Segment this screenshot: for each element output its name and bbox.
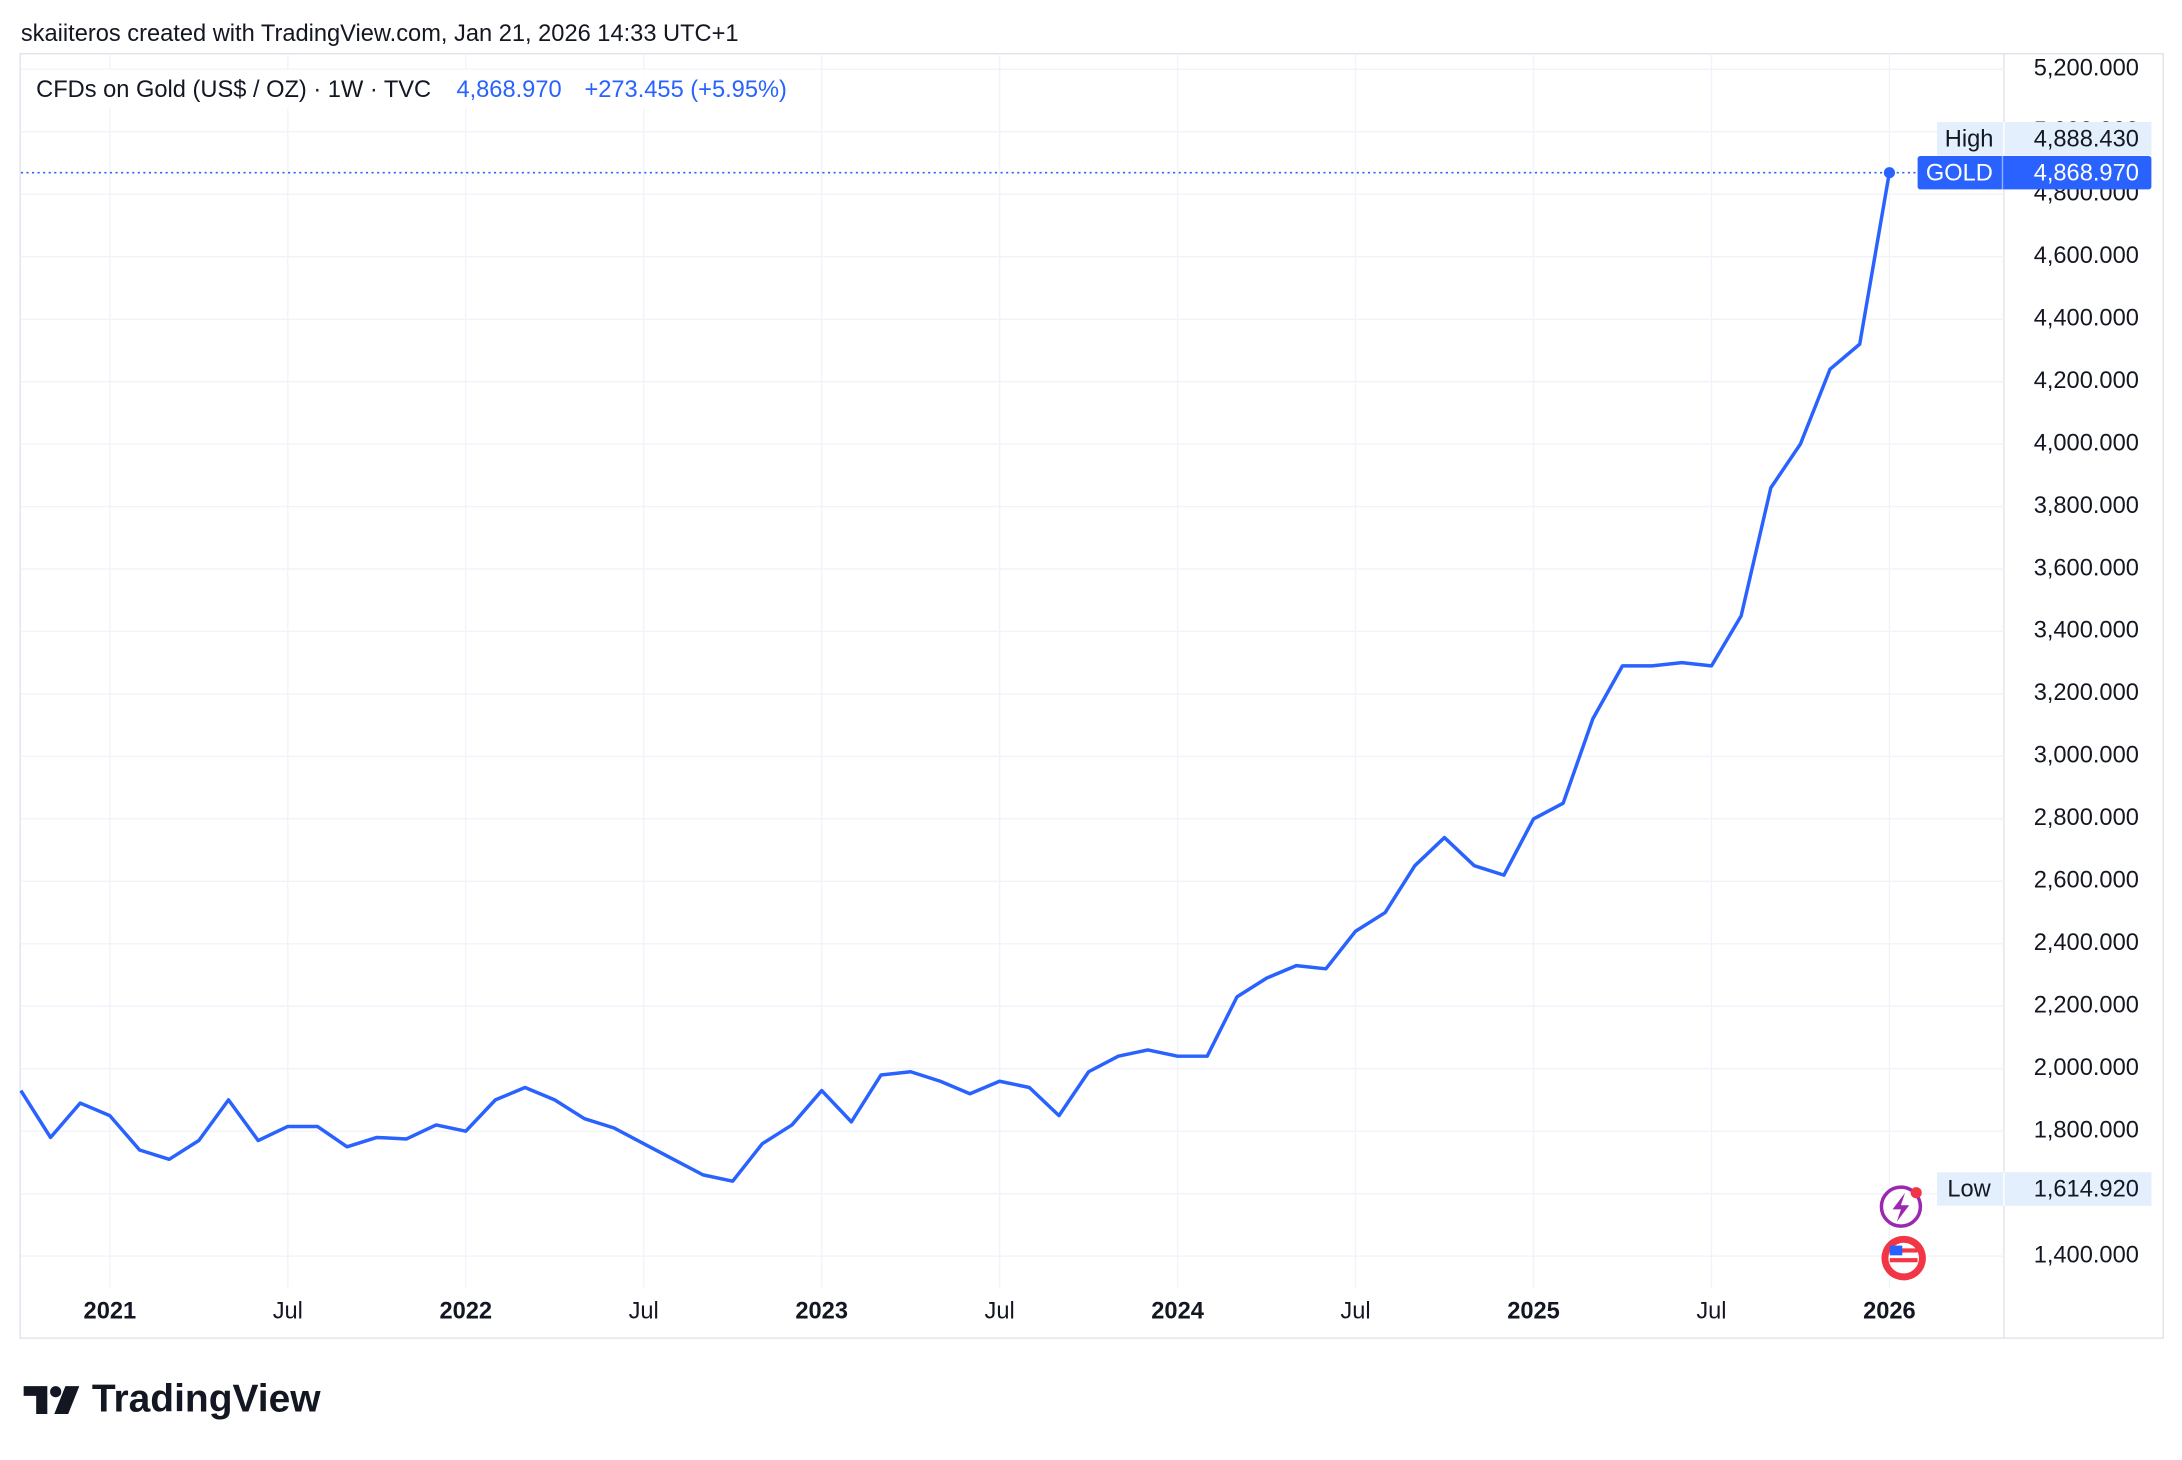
- chart-frame: [19, 52, 2164, 1339]
- y-tick-label: 3,800.000: [2034, 493, 2139, 519]
- flag-icon: [1889, 1245, 1903, 1256]
- plot: [19, 167, 2004, 1183]
- last-point: [1883, 167, 1895, 179]
- brand-logo: TradingView: [23, 1378, 321, 1421]
- high-value: 4,888.430: [2034, 126, 2139, 152]
- high-label: High: [1945, 126, 1994, 152]
- event-icons: [1879, 1185, 1926, 1281]
- event-dot: [1910, 1187, 1922, 1199]
- price-tag: [1917, 155, 2152, 190]
- x-tick-label: 2024: [1151, 1299, 1204, 1325]
- low-value: 1,614.920: [2034, 1177, 2139, 1203]
- x-tick-label: Jul: [273, 1299, 303, 1325]
- flag-icon: [1889, 1248, 1918, 1253]
- y-tick-label: 2,000.000: [2034, 1055, 2139, 1081]
- y-tick-label: 3,600.000: [2034, 555, 2139, 581]
- y-tick-label: 1,800.000: [2034, 1117, 2139, 1143]
- header-change: +273.455 (+5.95%): [584, 77, 786, 103]
- x-tick-label: Jul: [1696, 1299, 1726, 1325]
- price-line: [19, 172, 1892, 1183]
- y-tick-label: 2,200.000: [2034, 992, 2139, 1018]
- y-tick-label: 3,200.000: [2034, 680, 2139, 706]
- logo-mark: [23, 1386, 48, 1414]
- x-tick-label: 2021: [84, 1299, 137, 1325]
- x-tick-label: 2026: [1863, 1299, 1916, 1325]
- y-tick-label: 3,000.000: [2034, 743, 2139, 769]
- y-tick-label: 4,200.000: [2034, 368, 2139, 394]
- brand: TradingView: [92, 1378, 321, 1421]
- price-tags: GOLD 4,868.970 High 4,888.430 Low 1,614.920: [1917, 122, 2152, 1206]
- x-tick-label: Jul: [629, 1299, 659, 1325]
- logo-mark: [50, 1386, 62, 1398]
- low-tag-value-bg: [2005, 1172, 2152, 1206]
- y-tick-label: 2,600.000: [2034, 868, 2139, 894]
- series-name: GOLD: [1926, 160, 1993, 186]
- price-tag-value: 4,868.970: [2034, 160, 2139, 186]
- header-price: 4,868.970: [456, 77, 561, 103]
- y-tick-label: 4,600.000: [2034, 243, 2139, 269]
- x-tick-label: 2023: [795, 1299, 848, 1325]
- x-tick-label: Jul: [1340, 1299, 1370, 1325]
- x-tick-label: 2025: [1507, 1299, 1560, 1325]
- legend-bg: [27, 69, 822, 109]
- y-tick-label: 5,200.000: [2034, 56, 2139, 82]
- y-tick-label: 4,400.000: [2034, 305, 2139, 331]
- logo-mark: [54, 1386, 80, 1414]
- high-tag-value-bg: [2005, 122, 2152, 156]
- chart-title: CFDs on Gold (US$ / OZ) · 1W · TVC: [36, 77, 431, 103]
- y-tick-label: 1,400.000: [2034, 1242, 2139, 1268]
- event-icon: [1892, 1192, 1910, 1222]
- y-tick-label: 4,000.000: [2034, 430, 2139, 456]
- attribution: skaiiteros created with TradingView.com,…: [21, 21, 739, 47]
- y-tick-label: 2,800.000: [2034, 805, 2139, 831]
- low-label: Low: [1947, 1177, 1991, 1203]
- flag-icon: [1889, 1258, 1918, 1263]
- x-tick-label: 2022: [439, 1299, 492, 1325]
- y-tick-label: 2,400.000: [2034, 930, 2139, 956]
- x-tick-label: Jul: [985, 1299, 1015, 1325]
- y-tick-label: 3,400.000: [2034, 618, 2139, 644]
